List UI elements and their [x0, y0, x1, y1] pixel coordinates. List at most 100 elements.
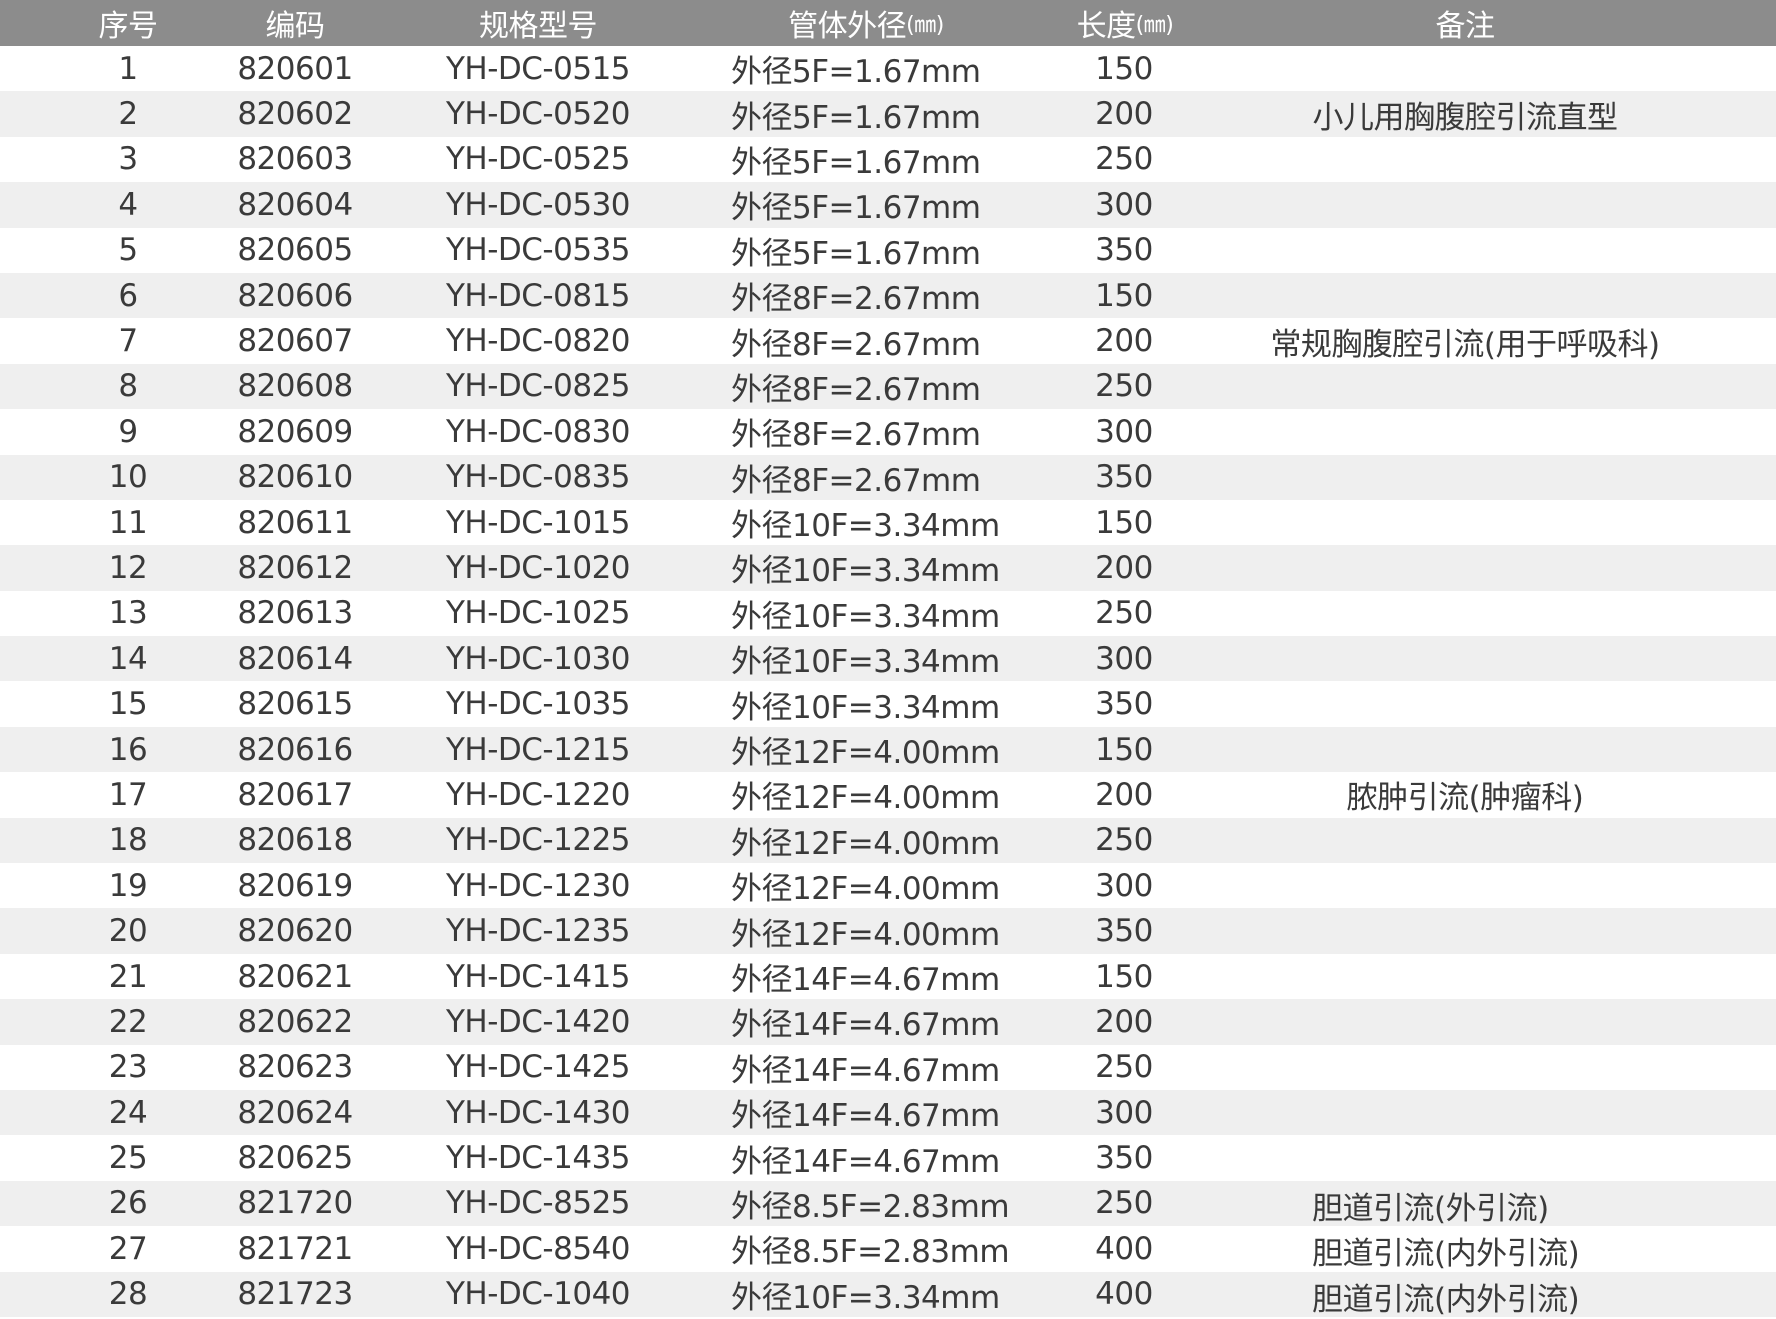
cell-diameter: 外径10F=3.34mm: [731, 1279, 1000, 1316]
cell-length: 350: [1095, 1140, 1153, 1177]
cell-code: 820613: [237, 595, 353, 632]
cell-remark: [1200, 908, 1730, 953]
cell-remark: [1200, 182, 1730, 227]
table-row: 21 820621 YH-DC-1415 外径14F=4.67mm 150: [0, 954, 1776, 999]
cell-model: YH-DC-0815: [445, 277, 631, 314]
header-length: 长度 (㎜): [1030, 0, 1220, 46]
cell-diameter: 外径5F=1.67mm: [731, 99, 981, 136]
cell-code: 820609: [237, 413, 353, 450]
cell-diameter: 外径10F=3.34mm: [731, 553, 1000, 590]
cell-length: 400: [1095, 1276, 1153, 1313]
cell-model: YH-DC-1430: [445, 1094, 631, 1131]
cell-diameter: 外径12F=4.00mm: [731, 735, 1000, 772]
cell-code: 820602: [237, 96, 353, 133]
cell-model: YH-DC-1035: [445, 686, 631, 723]
cell-code: 820610: [237, 459, 353, 496]
cell-no: 8: [118, 368, 138, 405]
table-row: 27 821721 YH-DC-8540 外径8.5F=2.83mm 400 胆道引流(内…: [0, 1226, 1776, 1273]
cell-model: YH-DC-1015: [445, 504, 631, 541]
cell-length: 300: [1095, 867, 1153, 904]
cell-remark: [1200, 228, 1730, 273]
header-remark: 备注: [1435, 9, 1496, 44]
cell-length: 200: [1095, 1003, 1153, 1040]
table-row: 2 820602 YH-DC-0520 外径5F=1.67mm 200 小儿用胸腹腔引流直…: [0, 91, 1776, 137]
cell-code: 820618: [237, 822, 353, 859]
table-row: 16 820616 YH-DC-1215 外径12F=4.00mm 150: [0, 726, 1776, 773]
cell-remark: [1200, 1135, 1730, 1180]
cell-remark: 胆道引流(内外引流): [1312, 1236, 1580, 1273]
cell-remark: [1200, 727, 1730, 772]
cell-no: 13: [108, 595, 148, 632]
cell-remark: 脓肿引流(肿瘤科): [1346, 780, 1584, 817]
cell-code: 820625: [237, 1140, 353, 1177]
table-body: 1 820601 YH-DC-0515 外径5F=1.67mm 150 2 820602 YH…: [0, 46, 1776, 1318]
cell-length: 200: [1095, 776, 1153, 813]
cell-length: 300: [1095, 186, 1153, 223]
cell-remark: [1200, 545, 1730, 590]
cell-diameter: 外径5F=1.67mm: [731, 144, 981, 181]
cell-no: 23: [108, 1049, 148, 1086]
cell-diameter: 外径8F=2.67mm: [731, 371, 981, 408]
cell-no: 19: [108, 867, 148, 904]
cell-model: YH-DC-8525: [445, 1185, 631, 1222]
cell-remark: 小儿用胸腹腔引流直型: [1312, 99, 1619, 136]
cell-remark: 常规胸腹腔引流(用于呼吸科): [1270, 326, 1660, 363]
cell-diameter: 外径14F=4.67mm: [731, 962, 1000, 998]
table-row: 18 820618 YH-DC-1225 外径12F=4.00mm 250: [0, 817, 1776, 864]
cell-model: YH-DC-0835: [445, 459, 631, 496]
cell-remark: [1200, 409, 1730, 454]
cell-model: YH-DC-1415: [445, 958, 631, 995]
table-row: 15 820615 YH-DC-1035 外径10F=3.34mm 350: [0, 681, 1776, 726]
cell-remark: [1200, 455, 1730, 500]
cell-length: 150: [1095, 50, 1153, 87]
cell-remark: [1200, 273, 1730, 318]
cell-length: 350: [1095, 459, 1153, 496]
cell-code: 821721: [237, 1230, 353, 1267]
table-row: 17 820617 YH-DC-1220 外径12F=4.00mm 200 脓肿引流(肿瘤…: [0, 772, 1776, 817]
cell-model: YH-DC-0525: [445, 141, 631, 178]
cell-code: 820624: [237, 1094, 353, 1131]
table-row: 12 820612 YH-DC-1020 外径10F=3.34mm 200: [0, 545, 1776, 591]
table-row: 9 820609 YH-DC-0830 外径8F=2.67mm 300: [0, 409, 1776, 454]
cell-remark: [1200, 1090, 1730, 1135]
cell-model: YH-DC-1225: [445, 822, 631, 859]
cell-no: 5: [118, 232, 138, 269]
cell-diameter: 外径12F=4.00mm: [731, 825, 1000, 862]
cell-no: 12: [108, 549, 148, 586]
cell-code: 820620: [237, 913, 353, 950]
table-row: 26 821720 YH-DC-8525 外径8.5F=2.83mm 250 胆道引流(外…: [0, 1180, 1776, 1227]
table-row: 6 820606 YH-DC-0815 外径8F=2.67mm 150: [0, 272, 1776, 319]
cell-remark: [1200, 364, 1730, 409]
cell-length: 150: [1095, 958, 1153, 995]
header-no: 序号: [98, 9, 159, 44]
cell-length: 300: [1095, 413, 1153, 450]
cell-no: 17: [108, 776, 148, 813]
cell-code: 820603: [237, 141, 353, 178]
table-row: 19 820619 YH-DC-1230 外径12F=4.00mm 300: [0, 863, 1776, 908]
cell-length: 350: [1095, 232, 1153, 269]
cell-model: YH-DC-0825: [445, 368, 631, 405]
header-length-unit: (㎜): [1135, 13, 1174, 38]
header-length-label: 长度: [1076, 9, 1137, 44]
cell-length: 250: [1095, 141, 1153, 178]
cell-model: YH-DC-1040: [445, 1276, 631, 1313]
cell-length: 250: [1095, 1049, 1153, 1086]
cell-length: 250: [1095, 368, 1153, 405]
table-row: 1 820601 YH-DC-0515 外径5F=1.67mm 150: [0, 46, 1776, 91]
cell-diameter: 外径10F=3.34mm: [731, 644, 1000, 681]
cell-no: 7: [118, 323, 138, 360]
cell-no: 24: [108, 1094, 148, 1131]
table-row: 28 821723 YH-DC-1040 外径10F=3.34mm 400 胆道引流(内外…: [0, 1271, 1776, 1318]
cell-no: 9: [118, 413, 138, 450]
cell-diameter: 外径5F=1.67mm: [731, 235, 981, 272]
cell-length: 350: [1095, 686, 1153, 723]
cell-length: 300: [1095, 640, 1153, 677]
cell-code: 820622: [237, 1003, 353, 1040]
cell-remark: [1200, 999, 1730, 1044]
cell-no: 2: [118, 96, 138, 133]
cell-diameter: 外径12F=4.00mm: [731, 871, 1000, 908]
cell-no: 16: [108, 731, 148, 768]
cell-diameter: 外径8.5F=2.83mm: [731, 1234, 1010, 1271]
cell-diameter: 外径12F=4.00mm: [731, 780, 1000, 817]
cell-code: 820604: [237, 186, 353, 223]
